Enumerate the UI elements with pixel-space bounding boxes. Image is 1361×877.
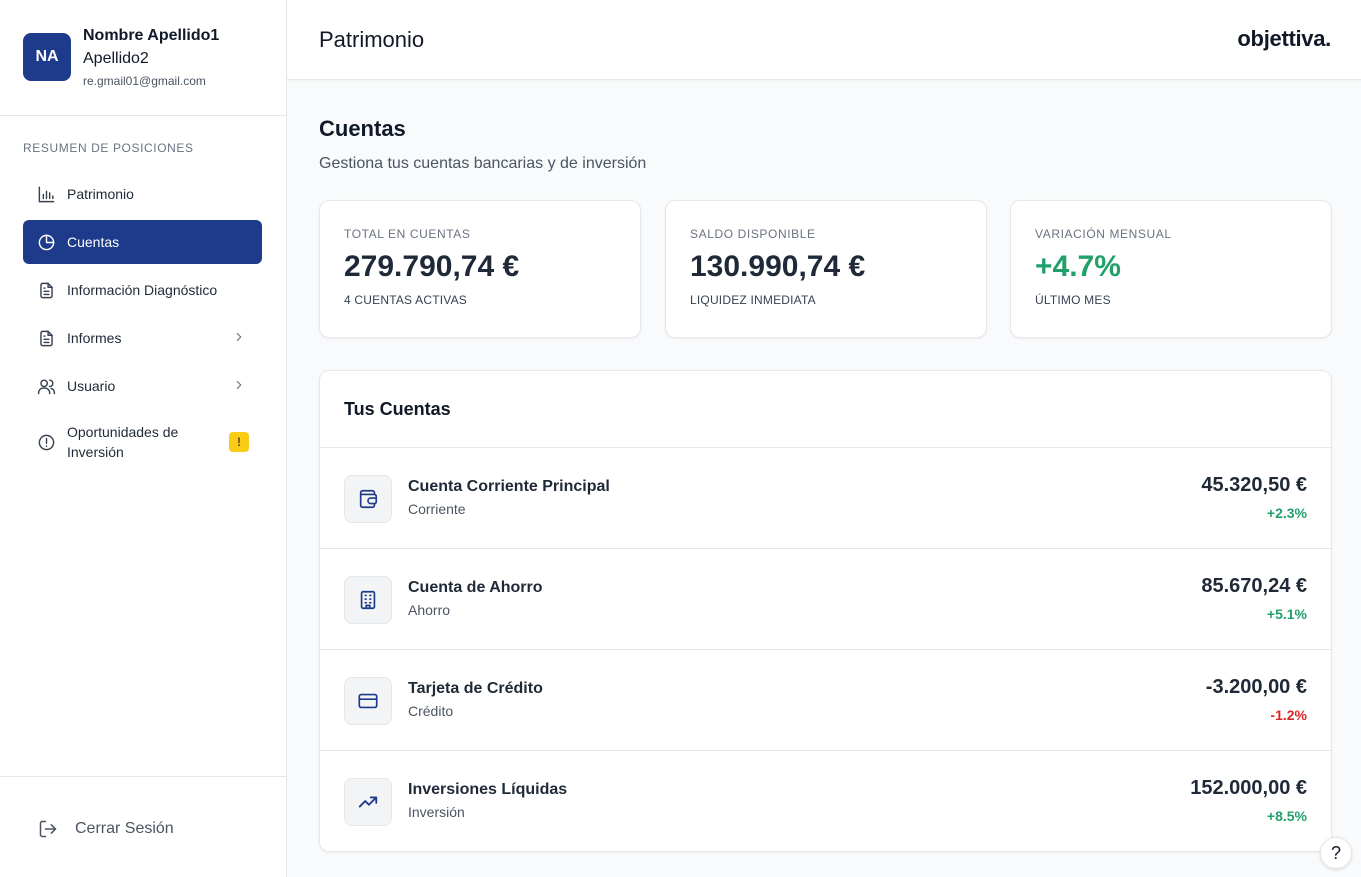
account-type: Crédito	[408, 703, 454, 719]
user-info: Nombre Apellido1 Apellido2 re.gmail01@gm…	[83, 25, 219, 115]
sidebar-item-informacion-diagnostico[interactable]: Información Diagnóstico	[23, 268, 262, 312]
sidebar-item-label: Información Diagnóstico	[67, 282, 218, 298]
stat-value: 279.790,74 €	[344, 250, 520, 283]
section-title: Cuentas	[319, 116, 406, 141]
sidebar-footer: Cerrar Sesión	[0, 776, 286, 877]
stat-label: SALDO DISPONIBLE	[690, 227, 816, 241]
user-email: re.gmail01@gmail.com	[83, 74, 206, 88]
document-icon	[36, 328, 56, 348]
stat-value: +4.7%	[1035, 250, 1121, 283]
chevron-right-icon	[236, 332, 242, 342]
sidebar-item-label: Patrimonio	[67, 186, 134, 202]
accounts-title: Tus Cuentas	[320, 371, 1331, 448]
account-row[interactable]: Tarjeta de Crédito Crédito -3.200,00 € -…	[320, 650, 1331, 751]
sidebar-item-usuario[interactable]: Usuario	[23, 364, 262, 408]
stat-card-monthly-variation: VARIACIÓN MENSUAL +4.7% ÚLTIMO MES	[1010, 200, 1332, 338]
account-row[interactable]: Cuenta de Ahorro Ahorro 85.670,24 € +5.1…	[320, 549, 1331, 650]
logout-button[interactable]: Cerrar Sesión	[38, 819, 174, 839]
sidebar-item-label: Usuario	[67, 378, 116, 394]
trending-up-icon	[344, 778, 392, 826]
building-icon	[344, 576, 392, 624]
stat-subtext: LIQUIDEZ INMEDIATA	[690, 293, 816, 307]
bar-chart-icon	[36, 184, 56, 204]
sidebar: NA Nombre Apellido1 Apellido2 re.gmail01…	[0, 0, 287, 877]
stat-subtext: ÚLTIMO MES	[1035, 293, 1111, 307]
account-name: Cuenta de Ahorro	[408, 579, 543, 596]
sidebar-item-label: Cuentas	[67, 234, 120, 250]
stat-label: VARIACIÓN MENSUAL	[1035, 227, 1172, 241]
top-header: Patrimonio objettiva.	[287, 0, 1361, 80]
sidebar-item-informes[interactable]: Informes	[23, 316, 262, 360]
sidebar-item-cuentas[interactable]: Cuentas	[23, 220, 262, 264]
account-amount: 85.670,24 €	[1201, 575, 1307, 597]
stat-value: 130.990,74 €	[690, 250, 866, 283]
brand-logo[interactable]: objettiva.	[1237, 26, 1331, 51]
document-icon	[36, 280, 56, 300]
chevron-right-icon	[236, 380, 242, 390]
account-change: +2.3%	[1266, 505, 1307, 521]
stat-subtext: 4 CUENTAS ACTIVAS	[344, 293, 467, 307]
account-type: Ahorro	[408, 602, 451, 618]
account-amount: 152.000,00 €	[1190, 777, 1307, 799]
help-button[interactable]: ?	[1320, 837, 1352, 869]
account-name: Tarjeta de Crédito	[408, 680, 543, 697]
stat-label: TOTAL EN CUENTAS	[344, 227, 471, 241]
sidebar-item-patrimonio[interactable]: Patrimonio	[23, 172, 262, 216]
stat-card-available: SALDO DISPONIBLE 130.990,74 € LIQUIDEZ I…	[665, 200, 987, 338]
account-type: Corriente	[408, 501, 466, 517]
sidebar-item-oportunidades-inversion[interactable]: Oportunidades de Inversión !	[23, 412, 262, 472]
account-type: Inversión	[408, 804, 465, 820]
avatar[interactable]: NA	[23, 33, 71, 81]
sidebar-item-label: Informes	[67, 330, 122, 346]
account-row[interactable]: Cuenta Corriente Principal Corriente 45.…	[320, 448, 1331, 549]
sidebar-item-label: Oportunidades de Inversión	[67, 424, 179, 460]
warning-badge: !	[229, 432, 249, 452]
user-profile: NA Nombre Apellido1 Apellido2 re.gmail01…	[0, 0, 286, 116]
logout-icon	[39, 820, 57, 838]
sidebar-nav: Patrimonio Cuentas Información Diagnósti…	[23, 172, 262, 476]
account-change: +8.5%	[1266, 808, 1307, 824]
user-name-line1: Nombre Apellido1	[83, 27, 220, 44]
account-name: Cuenta Corriente Principal	[408, 478, 610, 495]
sidebar-section-label: RESUMEN DE POSICIONES	[23, 141, 194, 155]
account-amount: 45.320,50 €	[1201, 474, 1307, 496]
account-change: +5.1%	[1266, 606, 1307, 622]
users-icon	[36, 376, 56, 396]
section-subtitle: Gestiona tus cuentas bancarias y de inve…	[319, 155, 647, 172]
pie-chart-icon	[36, 232, 56, 252]
stat-card-total: TOTAL EN CUENTAS 279.790,74 € 4 CUENTAS …	[319, 200, 641, 338]
credit-card-icon	[344, 677, 392, 725]
alert-circle-icon	[36, 432, 56, 452]
user-name-line2: Apellido2	[83, 50, 149, 67]
account-change: -1.2%	[1270, 707, 1307, 723]
account-row[interactable]: Inversiones Líquidas Inversión 152.000,0…	[320, 751, 1331, 851]
wallet-icon	[344, 475, 392, 523]
account-name: Inversiones Líquidas	[408, 781, 568, 798]
accounts-card: Tus Cuentas Cuenta Corriente Principal C…	[319, 370, 1332, 852]
account-amount: -3.200,00 €	[1205, 676, 1307, 698]
logout-label: Cerrar Sesión	[75, 820, 174, 837]
page-title: Patrimonio	[319, 27, 425, 52]
